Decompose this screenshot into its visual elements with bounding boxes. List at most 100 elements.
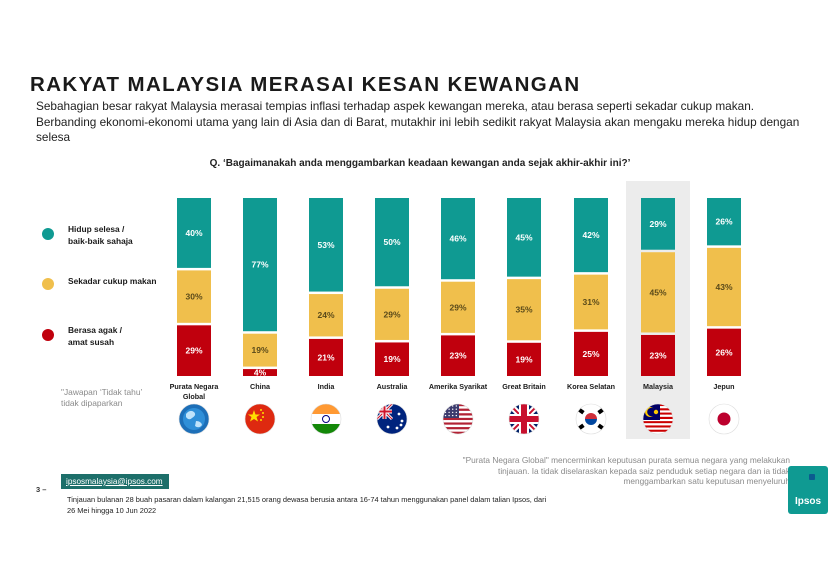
survey-question: Q. ‘Bagaimanakah anda menggambarkan kead… <box>209 158 631 169</box>
bar-value-label: 45% <box>649 287 666 297</box>
india-flag-icon <box>311 404 341 434</box>
slide-title: RAKYAT MALAYSIA MERASAI KESAN KEWANGAN <box>30 73 581 96</box>
bar-segment <box>375 288 409 340</box>
bar-segment <box>177 198 211 268</box>
bar-segment <box>441 335 475 376</box>
bar-segment <box>375 198 409 287</box>
flag-border <box>508 403 540 435</box>
logo-text: Ipsos <box>794 496 822 507</box>
slide-subtitle: Sebahagian besar rakyat Malaysia merasai… <box>36 99 800 144</box>
category-label: India <box>318 382 336 391</box>
bar-value-label: 25% <box>582 349 599 359</box>
ipsos-logo: Ipsos <box>788 466 828 514</box>
bar-segment <box>574 331 608 376</box>
bar-segment <box>574 274 608 330</box>
bar-segment <box>507 342 541 376</box>
bar-value-label: 26% <box>715 217 732 227</box>
bar-value-label: 31% <box>582 297 599 307</box>
bar-segment <box>309 198 343 292</box>
bar-value-label: 29% <box>449 302 466 312</box>
bar-segment <box>707 247 741 327</box>
legend-label: Hidup selesa / <box>68 224 125 234</box>
bar-value-label: 30% <box>185 292 202 302</box>
bar-value-label: 35% <box>515 305 532 315</box>
bar-segment <box>177 270 211 323</box>
bar-value-label: 45% <box>515 232 532 242</box>
bar-segment <box>177 325 211 376</box>
bar-value-label: 40% <box>185 228 202 238</box>
bar-segment <box>441 198 475 280</box>
bar-value-label: 19% <box>251 345 268 355</box>
bar-value-label: 29% <box>383 309 400 319</box>
bar-segment <box>641 334 675 376</box>
flag-border <box>376 403 408 435</box>
bar-value-label: 50% <box>383 237 400 247</box>
logo-mark <box>809 474 815 480</box>
global-average-note: "Purata Negara Global" mencerminkan kepu… <box>462 455 790 487</box>
bar-value-label: 77% <box>251 260 268 270</box>
legend-item-comfortable: Hidup selesa / baik-baik sahaja <box>42 224 133 247</box>
bar-segment <box>641 252 675 333</box>
bar-segment <box>707 328 741 376</box>
bar-value-label: 53% <box>317 240 334 250</box>
flag-border <box>642 403 674 435</box>
category-label: Malaysia <box>643 382 674 391</box>
flag-border <box>708 403 740 435</box>
legend-swatch <box>42 278 54 290</box>
south-korea-flag-icon <box>576 404 606 434</box>
page-number: 3 – <box>36 485 47 494</box>
bar-segment <box>441 281 475 333</box>
bar-segment <box>507 198 541 277</box>
flag-border <box>310 403 342 435</box>
bar-value-label: 24% <box>317 310 334 320</box>
flag-border <box>178 403 210 435</box>
china-flag-icon <box>245 404 275 434</box>
bar-segment <box>507 279 541 341</box>
category-label: Amerika Syarikat <box>429 382 488 391</box>
legend-swatch <box>42 329 54 341</box>
bar-segment <box>243 333 277 367</box>
category-label: Korea Selatan <box>567 382 615 391</box>
legend-swatch <box>42 228 54 240</box>
bar-value-label: 29% <box>649 219 666 229</box>
legend-label: Sekadar cukup makan <box>68 276 157 286</box>
methodology-footnote: Tinjauan bulanan 28 buah pasaran dalam k… <box>67 495 547 515</box>
contact-email-link[interactable]: ipsosmalaysia@ipsos.com <box>61 474 169 489</box>
legend-label: Berasa agak / <box>68 325 123 335</box>
bar-value-label: 23% <box>649 350 666 360</box>
legend-item-just-enough: Sekadar cukup makan <box>42 274 156 290</box>
bar-value-label: 43% <box>715 282 732 292</box>
category-label: Australia <box>377 382 409 391</box>
category-label: Jepun <box>713 382 734 391</box>
bar-value-label: 21% <box>317 352 334 362</box>
flag-border <box>575 403 607 435</box>
dont-know-note: "Jawapan ‘Tidak tahu’ tidak dipaparkan <box>61 387 143 408</box>
usa-flag-icon <box>443 404 473 434</box>
bar-value-label: 19% <box>383 354 400 364</box>
bar-segment <box>574 198 608 273</box>
bar-segment <box>243 198 277 332</box>
category-label: China <box>250 382 271 391</box>
category-label: Global <box>183 392 205 401</box>
bar-segment <box>309 338 343 376</box>
bar-segment <box>243 369 277 376</box>
flag-border <box>244 403 276 435</box>
legend-label: baik-baik sahaja <box>68 235 133 246</box>
bar-value-label: 19% <box>515 354 532 364</box>
bar-value-label: 29% <box>185 346 202 356</box>
bar-value-label: 46% <box>449 234 466 244</box>
legend-item-struggling: Berasa agak / amat susah <box>42 325 122 348</box>
japan-flag-icon <box>709 404 739 434</box>
bar-segment <box>707 198 741 246</box>
bar-segment <box>641 198 675 250</box>
bar-value-label: 26% <box>715 347 732 357</box>
bar-value-label: 4% <box>254 368 267 378</box>
category-label: Great Britain <box>502 382 546 391</box>
legend-label: amat susah <box>68 336 115 347</box>
uk-flag-icon <box>509 404 539 434</box>
bar-value-label: 23% <box>449 351 466 361</box>
category-label: Purata Negara <box>170 382 220 391</box>
bar-segment <box>375 342 409 376</box>
bar-segment <box>309 294 343 337</box>
